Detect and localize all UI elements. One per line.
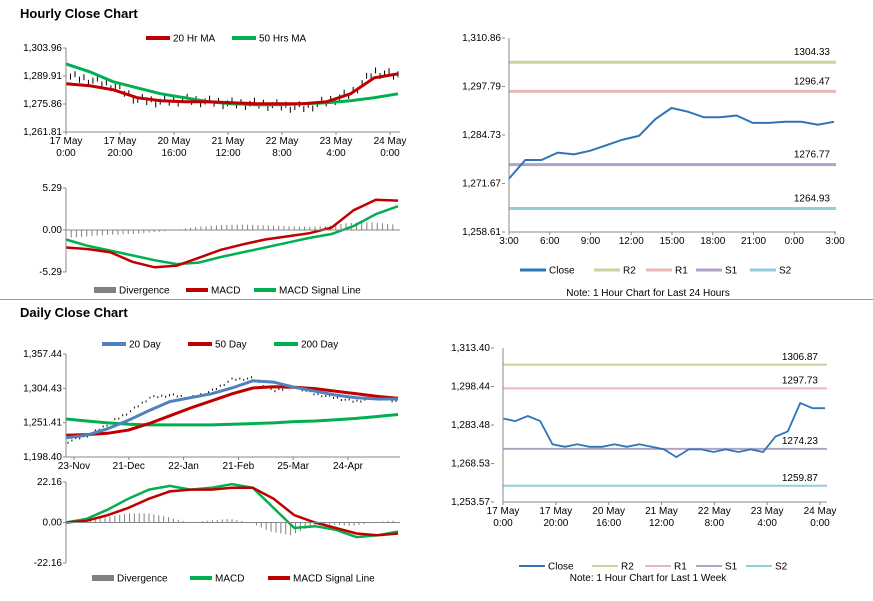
legend-daily-pivot-r2-label: R2 <box>621 562 634 573</box>
daily-pivot-xtick-label: 17 May 0:00 <box>487 506 520 529</box>
daily-pivot-note: Note: 1 Hour Chart for Last 1 Week <box>570 573 728 584</box>
legend-20hr-ma-label: 20 Hr MA <box>173 34 216 45</box>
hourly-price-ytick-label: 1,303.96 <box>23 43 62 54</box>
daily-pivot-xtick-label: 22 May 8:00 <box>698 506 731 529</box>
daily-pivot-xtick-label: 21 May 12:00 <box>645 506 678 529</box>
hourly-pivot-xtick-label: 3:00 <box>825 236 845 247</box>
daily-level-label-r2: 1306.87 <box>782 352 819 363</box>
hourly-pivot-xtick-label: 12:00 <box>619 236 644 247</box>
daily-pivot-ytick-label: 1,268.53 <box>451 459 490 470</box>
legend-daily-pivot-s1-label: S1 <box>725 562 738 573</box>
hourly-pivot-ytick-label: 1,284.73 <box>462 130 501 141</box>
daily-macd-signal-line <box>65 486 399 537</box>
hourly-pivot-ytick-label: 1,271.67 <box>462 179 501 190</box>
daily-pivot-ytick-label: 1,253.57 <box>451 497 490 508</box>
hourly-price-xtick-label: 20 May 16:00 <box>158 136 191 159</box>
daily-level-label-s2: 1259.87 <box>782 473 819 484</box>
legend-daily-pivot-close-label: Close <box>548 562 574 573</box>
hourly-pivot-ytick-label: 1,310.86 <box>462 33 501 44</box>
daily-section-title: Daily Close Chart <box>20 305 128 320</box>
legend-hourly-pivot-r1-label: R1 <box>675 266 688 277</box>
daily-price-xtick-label: 23-Nov <box>58 461 90 472</box>
daily-pivot-xtick-label: 17 May 20:00 <box>539 506 572 529</box>
daily-price-ytick-label: 1,251.41 <box>23 418 62 429</box>
hourly-level-label-s2: 1264.93 <box>794 194 831 205</box>
daily-pivot-xtick-label: 20 May 16:00 <box>592 506 625 529</box>
hourly-level-label-r1: 1296.47 <box>794 76 831 87</box>
daily-price-ytick-label: 1,357.44 <box>23 349 62 360</box>
section-divider <box>0 299 873 300</box>
daily-200-day-line <box>65 413 399 427</box>
legend-hourly-divergence-label: Divergence <box>119 286 170 297</box>
daily-close-line <box>502 401 825 459</box>
hourly-pivot-xtick-label: 9:00 <box>581 236 601 247</box>
hourly-macd-line <box>65 198 399 269</box>
daily-price-xtick-label: 21-Feb <box>223 461 255 472</box>
hourly-pivot-note: Note: 1 Hour Chart for Last 24 Hours <box>566 288 729 299</box>
daily-price-xtick-label: 25-Mar <box>277 461 309 472</box>
hourly-close-line <box>508 106 835 180</box>
legend-20-day-label: 20 Day <box>129 340 161 351</box>
daily-macd-ytick-label: 0.00 <box>43 518 63 529</box>
daily-pivot-xtick-label: 23 May 4:00 <box>751 506 784 529</box>
hourly-price-xtick-label: 22 May 8:00 <box>266 136 299 159</box>
daily-macd-ytick-label: 22.16 <box>37 477 62 488</box>
hourly-price-xtick-label: 23 May 4:00 <box>320 136 353 159</box>
daily-level-label-s1: 1274.23 <box>782 436 819 447</box>
legend-daily-divergence-label: Divergence <box>117 574 168 585</box>
legend-daily-pivot-r1-label: R1 <box>674 562 687 573</box>
hourly-macd-ytick-label: 5.29 <box>43 183 63 194</box>
hourly-price-ytick-label: 1,261.81 <box>23 127 62 138</box>
legend-daily-macd-signal-label: MACD Signal Line <box>293 574 375 585</box>
hourly-macd-ytick-label: 0.00 <box>43 225 63 236</box>
legend-hourly-pivot-s2-label: S2 <box>779 266 792 277</box>
hourly-pivot-xtick-label: 0:00 <box>785 236 805 247</box>
legend-hourly-pivot-r2-label: R2 <box>623 266 636 277</box>
legend-50hrs-ma-label: 50 Hrs MA <box>259 34 307 45</box>
hourly-price-ytick-label: 1,275.86 <box>23 99 62 110</box>
hourly-price-xtick-label: 17 May 20:00 <box>104 136 137 159</box>
daily-macd-ytick-label: -22.16 <box>34 558 63 569</box>
hourly-pivot-xtick-label: 3:00 <box>499 236 519 247</box>
daily-price-xtick-label: 24-Apr <box>333 461 364 472</box>
hourly-price-xtick-label: 17 May 0:00 <box>50 136 83 159</box>
daily-price-ytick-label: 1,304.43 <box>23 383 62 394</box>
daily-pivot-ytick-label: 1,283.48 <box>451 420 490 431</box>
hourly-price-ytick-label: 1,289.91 <box>23 71 62 82</box>
hourly-pivot-xtick-label: 15:00 <box>659 236 684 247</box>
legend-hourly-macd-label: MACD <box>211 286 240 297</box>
legend-200-day-label: 200 Day <box>301 340 338 351</box>
legend-hourly-macd-signal-label: MACD Signal Line <box>279 286 361 297</box>
legend-hourly-pivot-close-label: Close <box>549 266 575 277</box>
hourly-pivot-xtick-label: 21:00 <box>741 236 766 247</box>
daily-macd-line <box>65 482 399 539</box>
daily-pivot-xtick-label: 24 May 0:00 <box>804 506 837 529</box>
daily-pivot-ytick-label: 1,298.44 <box>451 382 490 393</box>
legend-daily-pivot-s2-label: S2 <box>775 562 788 573</box>
daily-level-label-r1: 1297.73 <box>782 375 819 386</box>
hourly-pivot-ytick-label: 1,297.79 <box>462 82 501 93</box>
legend-50-day-label: 50 Day <box>215 340 247 351</box>
hourly-level-label-s1: 1276.77 <box>794 150 831 161</box>
hourly-price-xtick-label: 24 May 0:00 <box>374 136 407 159</box>
hourly-macd-ytick-label: -5.29 <box>39 267 62 278</box>
legend-hourly-pivot-s1-label: S1 <box>725 266 738 277</box>
hourly-level-label-r2: 1304.33 <box>794 47 831 58</box>
daily-pivot-ytick-label: 1,313.40 <box>451 343 490 354</box>
hourly-pivot-ytick-label: 1,258.61 <box>462 227 501 238</box>
hourly-section-title: Hourly Close Chart <box>20 6 138 21</box>
daily-price-xtick-label: 21-Dec <box>113 461 145 472</box>
daily-price-xtick-label: 22-Jan <box>168 461 199 472</box>
legend-daily-macd-label: MACD <box>215 574 244 585</box>
daily-50-day-line <box>65 385 399 437</box>
daily-price-ytick-label: 1,198.40 <box>23 452 62 463</box>
daily-20-day-line <box>65 379 398 440</box>
hourly-price-xtick-label: 21 May 12:00 <box>212 136 245 159</box>
hourly-20hr-ma-line <box>65 72 399 106</box>
hourly-pivot-xtick-label: 6:00 <box>540 236 560 247</box>
hourly-pivot-xtick-label: 18:00 <box>700 236 725 247</box>
